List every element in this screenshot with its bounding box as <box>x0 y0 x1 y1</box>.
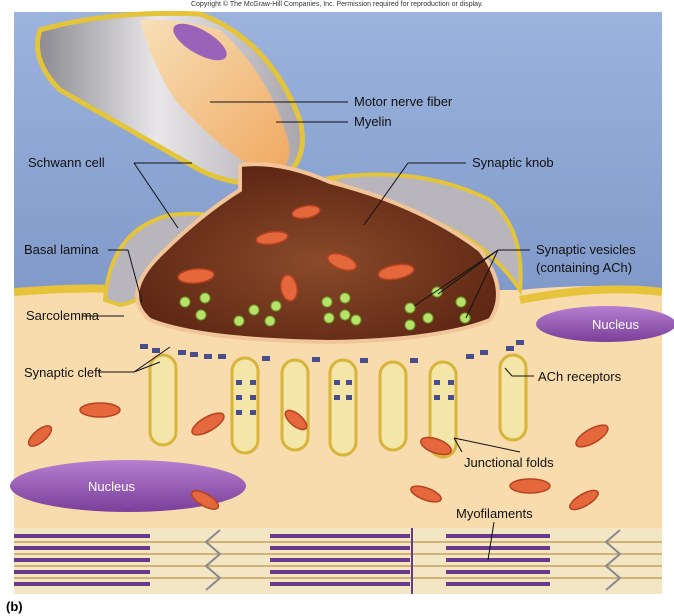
label-synaptic-cleft: Synaptic cleft <box>24 365 102 380</box>
label-nucleus-right: Nucleus <box>592 317 639 332</box>
leader-lines <box>82 101 534 561</box>
label-synaptic-vesicles: Synaptic vesicles <box>536 242 636 257</box>
knob-mitochondria <box>177 204 415 302</box>
label-junctional-folds: Junctional folds <box>464 455 554 470</box>
ach-receptors <box>140 340 524 415</box>
synaptic-knob <box>135 162 500 345</box>
panel-label: (b) <box>6 599 23 614</box>
synaptic-vesicles <box>179 286 471 331</box>
motor-nerve-fiber <box>140 19 290 176</box>
label-myelin: Myelin <box>354 114 392 129</box>
label-schwann-cell: Schwann cell <box>28 155 105 170</box>
nucleus-right <box>536 306 674 342</box>
myofilaments <box>14 528 662 594</box>
label-containing-ach: (containing ACh) <box>536 260 632 275</box>
label-nucleus-left: Nucleus <box>88 479 135 494</box>
label-motor-nerve-fiber: Motor nerve fiber <box>354 94 453 109</box>
myelin-nucleus <box>173 23 227 61</box>
label-myofilaments: Myofilaments <box>456 506 533 521</box>
label-sarcolemma: Sarcolemma <box>26 308 100 323</box>
label-synaptic-knob: Synaptic knob <box>472 155 554 170</box>
muscle-mitochondria <box>27 402 609 511</box>
nucleus-left <box>10 460 246 512</box>
label-basal-lamina: Basal lamina <box>24 242 99 257</box>
label-ach-receptors: ACh receptors <box>538 369 622 384</box>
copyright-notice: Copyright © The McGraw-Hill Companies, I… <box>190 1 483 8</box>
